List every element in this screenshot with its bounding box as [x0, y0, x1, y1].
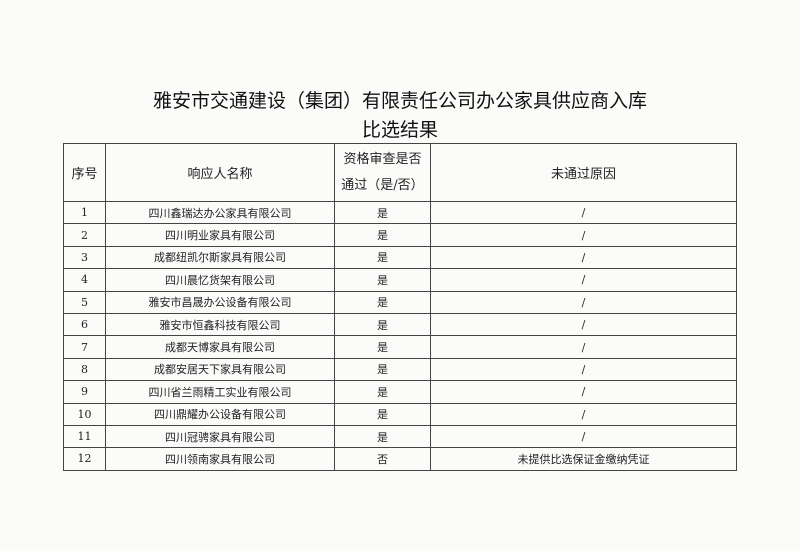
table-row: 12 四川领南家具有限公司否未提供比选保证金缴纳凭证	[63, 447, 737, 471]
table-row: 9 四川省兰雨精工实业有限公司是 /	[63, 380, 737, 404]
cell-name: 雅安市恒鑫科技有限公司	[105, 312, 335, 337]
table-row: 2 四川明业家具有限公司是 /	[63, 223, 737, 247]
cell-no: 10	[63, 402, 106, 426]
cell-no: 5	[63, 290, 106, 314]
cell-pass: 是	[334, 402, 431, 426]
cell-no: 7	[63, 335, 106, 359]
table-row: 11 四川冠骋家具有限公司是 /	[63, 424, 737, 449]
cell-name: 四川省兰雨精工实业有限公司	[105, 380, 335, 404]
cell-no: 6	[63, 312, 106, 337]
cell-name: 成都安居天下家具有限公司	[105, 357, 335, 382]
table-row: 6 雅安市恒鑫科技有限公司是 /	[63, 312, 737, 337]
cell-pass: 是	[334, 357, 431, 382]
cell-no: 11	[63, 424, 106, 449]
cell-reason: /	[430, 200, 737, 225]
cell-name: 四川鼎耀办公设备有限公司	[105, 402, 335, 426]
cell-reason: /	[430, 268, 737, 292]
cell-name: 四川明业家具有限公司	[105, 223, 335, 247]
cell-pass: 是	[334, 290, 431, 314]
cell-reason: /	[430, 424, 737, 449]
cell-pass: 是	[334, 312, 431, 337]
cell-pass: 是	[334, 424, 431, 449]
cell-no: 12	[63, 447, 106, 471]
cell-reason: 未提供比选保证金缴纳凭证	[430, 447, 737, 471]
table-row: 3 成都纽凯尔斯家具有限公司是 /	[63, 245, 737, 270]
cell-reason: /	[430, 290, 737, 314]
header-reason: 未通过原因	[430, 143, 737, 202]
table-row: 4 四川晨忆货架有限公司是 /	[63, 268, 737, 292]
results-table: 序号 响应人名称 资格审查是否 通过（是/否） 未通过原因 1 四川鑫瑞达办公家具有…	[63, 143, 737, 471]
header-pass-line1: 资格审查是否	[343, 151, 422, 167]
cell-name: 四川领南家具有限公司	[105, 447, 335, 471]
cell-pass: 是	[334, 245, 431, 270]
document-subtitle: 比选结果	[361, 119, 438, 141]
cell-no: 9	[63, 380, 106, 404]
cell-name: 四川晨忆货架有限公司	[105, 268, 335, 292]
cell-no: 2	[63, 223, 106, 247]
table-row: 5 雅安市昌晟办公设备有限公司是 /	[63, 290, 737, 314]
cell-name: 成都天博家具有限公司	[105, 335, 335, 359]
header-name: 响应人名称	[105, 143, 335, 202]
cell-reason: /	[430, 357, 737, 382]
cell-name: 四川鑫瑞达办公家具有限公司	[105, 200, 335, 225]
cell-pass: 否	[334, 447, 431, 471]
cell-reason: /	[430, 402, 737, 426]
header-pass-line2: 通过（是/否）	[341, 177, 424, 193]
header-no: 序号	[63, 143, 106, 202]
cell-reason: /	[430, 335, 737, 359]
table-row: 10 四川鼎耀办公设备有限公司是 /	[63, 402, 737, 426]
cell-name: 成都纽凯尔斯家具有限公司	[105, 245, 335, 270]
cell-pass: 是	[334, 335, 431, 359]
cell-pass: 是	[334, 268, 431, 292]
cell-reason: /	[430, 223, 737, 247]
cell-reason: /	[430, 245, 737, 270]
table-row: 8 成都安居天下家具有限公司是 /	[63, 357, 737, 382]
cell-pass: 是	[334, 380, 431, 404]
cell-reason: /	[430, 380, 737, 404]
document-title: 雅安市交通建设（集团）有限责任公司办公家具供应商入库	[152, 90, 647, 112]
cell-no: 3	[63, 245, 106, 270]
cell-no: 1	[63, 200, 106, 225]
cell-no: 8	[63, 357, 106, 382]
cell-reason: /	[430, 312, 737, 337]
table-header-row: 序号 响应人名称 资格审查是否 通过（是/否） 未通过原因	[63, 143, 737, 202]
cell-pass: 是	[334, 200, 431, 225]
cell-name: 雅安市昌晟办公设备有限公司	[105, 290, 335, 314]
cell-name: 四川冠骋家具有限公司	[105, 424, 335, 449]
cell-no: 4	[63, 268, 106, 292]
table-row: 7 成都天博家具有限公司是 /	[63, 335, 737, 359]
header-pass: 资格审查是否 通过（是/否）	[334, 143, 431, 202]
table-row: 1 四川鑫瑞达办公家具有限公司是 /	[63, 200, 737, 225]
cell-pass: 是	[334, 223, 431, 247]
